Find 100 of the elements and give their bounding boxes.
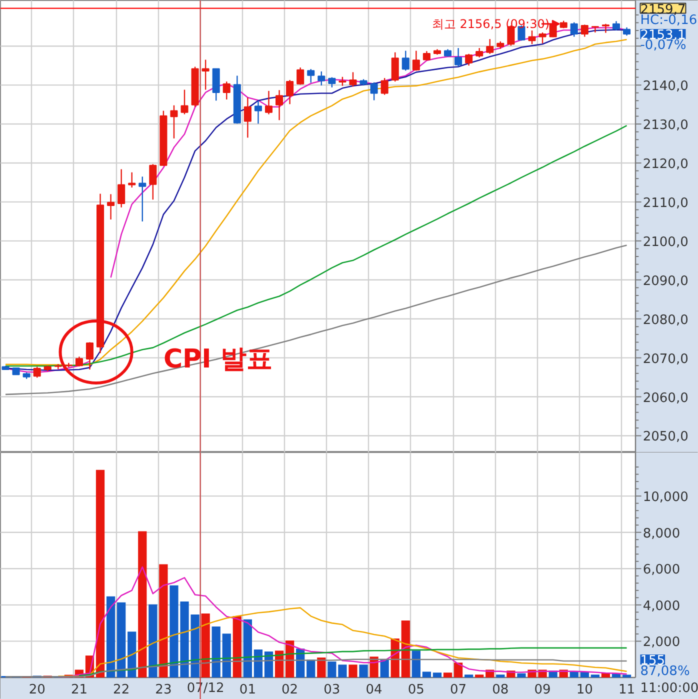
- y-tick-label: 2130,0: [642, 118, 688, 134]
- bar: [96, 470, 105, 678]
- candlestick: [370, 82, 378, 101]
- x-tick-label: 10: [576, 682, 593, 698]
- y-tick-label: 2070,0: [642, 352, 688, 367]
- bar: [590, 674, 600, 678]
- candlestick: [276, 90, 284, 121]
- candlestick: [391, 52, 399, 82]
- y-tick-label: 2,000: [642, 635, 680, 650]
- bar: [401, 620, 410, 678]
- text: 11:00:00: [640, 681, 698, 696]
- bar: [222, 634, 231, 678]
- x-tick-label: 21: [70, 682, 88, 698]
- y-tick-label: 8,000: [642, 526, 680, 542]
- x-tick-label: 07: [450, 682, 467, 698]
- candlestick: [149, 164, 157, 200]
- candlestick: [402, 50, 410, 72]
- candlestick: [476, 47, 484, 58]
- candlestick: [118, 168, 126, 208]
- x-tick-label: 03: [324, 682, 340, 698]
- candlestick: [465, 53, 473, 66]
- candlestick: [528, 30, 536, 45]
- candlestick: [138, 176, 146, 222]
- bar: [359, 664, 368, 678]
- candlestick: [307, 68, 315, 84]
- candlestick: [570, 22, 578, 38]
- candlestick: [422, 50, 430, 62]
- y-tick-label: 2140,0: [642, 79, 688, 94]
- candlestick: [486, 38, 494, 54]
- candlestick: [75, 356, 83, 367]
- candlestick: [33, 366, 41, 378]
- candlestick: [286, 79, 294, 105]
- candlestick: [107, 194, 115, 220]
- line-series: [58, 607, 628, 677]
- bar: [338, 664, 347, 678]
- candlestick: [128, 172, 136, 188]
- bar: [159, 564, 168, 678]
- y-tick-label: 10,000: [642, 490, 688, 506]
- bar: [443, 672, 452, 678]
- y-tick-label: 2100,0: [642, 234, 688, 250]
- candlestick: [244, 96, 252, 138]
- candlestick: [612, 20, 620, 32]
- y-tick-label: 2080,0: [642, 312, 688, 328]
- bar: [212, 626, 220, 678]
- x-tick-label: 02: [282, 682, 298, 698]
- bar: [254, 650, 263, 678]
- bar: [496, 674, 505, 678]
- candlestick: [349, 72, 357, 88]
- candlestick: [380, 77, 388, 96]
- x-tick-label: 08: [492, 682, 509, 698]
- x-tick-label: 04: [366, 682, 382, 698]
- x-tick-label: 09: [534, 682, 551, 698]
- y-tick-label: 6,000: [642, 562, 680, 578]
- bar: [380, 659, 389, 678]
- y-tick-label: 4,000: [642, 598, 680, 614]
- bar: [232, 616, 242, 678]
- bar: [201, 613, 210, 678]
- bar: [464, 674, 474, 678]
- x-tick-label: 20: [28, 682, 46, 698]
- candlestick: [318, 70, 326, 86]
- candlestick: [254, 100, 262, 124]
- candlestick: [170, 104, 178, 140]
- candlestick: [86, 342, 94, 370]
- bar: [622, 674, 632, 678]
- x-tick-label: 23: [155, 682, 172, 698]
- line-series: [4, 244, 628, 396]
- candlestick: [454, 47, 462, 68]
- candlestick: [180, 89, 188, 115]
- x-tick-label: 05: [408, 682, 424, 698]
- y-tick-label: 2050,0: [642, 430, 688, 445]
- bar: [117, 602, 126, 678]
- y-tick-label: 2060,0: [642, 390, 688, 406]
- candlestick: [412, 50, 420, 72]
- candlestick: [264, 90, 273, 115]
- y-tick-label: 2110,0: [642, 196, 688, 211]
- bar: [148, 604, 158, 678]
- bar: [306, 660, 316, 678]
- bar: [128, 632, 136, 678]
- annotation: 최고 2156,5 (09:30): [432, 16, 550, 31]
- bar: [106, 596, 116, 678]
- bar: [317, 658, 326, 678]
- bar: [412, 650, 420, 678]
- candlestick: [202, 59, 210, 90]
- candlestick: [580, 24, 588, 38]
- candlestick: [538, 32, 546, 44]
- candlestick: [212, 68, 220, 102]
- x-tick-label: 22: [113, 682, 130, 698]
- bar: [454, 662, 463, 678]
- bar: [422, 672, 432, 678]
- y-tick-label: 2120,0: [642, 156, 688, 172]
- x-tick-label: 01: [239, 682, 256, 698]
- candlestick: [222, 80, 230, 100]
- bar: [432, 672, 442, 678]
- bar: [570, 672, 578, 678]
- candlestick: [591, 26, 599, 34]
- bar: [138, 531, 147, 678]
- bar: [348, 664, 358, 678]
- bar: [475, 674, 484, 678]
- line-series: [78, 647, 628, 676]
- candlestick: [602, 23, 610, 34]
